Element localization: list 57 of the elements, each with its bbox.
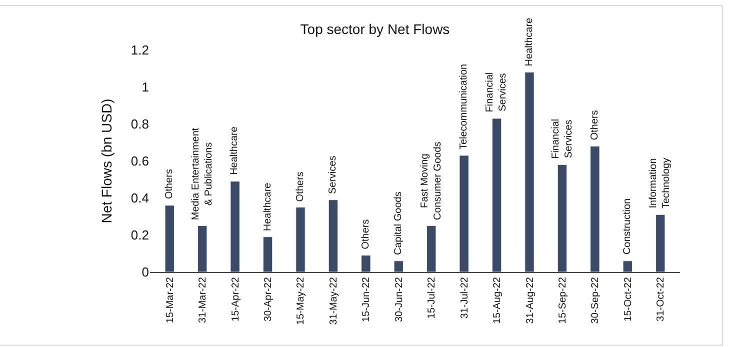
bar: [622, 260, 632, 272]
x-tick-label: 30-Sep-22: [590, 276, 602, 324]
x-tick-label: 31-Oct-22: [656, 276, 667, 322]
annotation: Others: [295, 172, 306, 202]
annotation: Fast Moving Consumer Goods: [420, 142, 444, 220]
bar: [164, 205, 174, 272]
x-tick-label: 31-Mar-22: [198, 276, 209, 324]
x-tick-label: 15-Oct-22: [622, 276, 634, 322]
x-tick-label: 30-Jun-22: [394, 276, 405, 322]
x-tick-label: 15-Jul-22: [426, 276, 438, 319]
bar: [198, 226, 208, 272]
bar: [394, 260, 404, 272]
x-tick-label: 30-Apr-22: [263, 276, 274, 322]
bar: [492, 118, 502, 272]
bar: [524, 72, 534, 272]
y-tick-label: 0.6: [130, 154, 149, 169]
x-tick-label: 15-Aug-22: [492, 276, 504, 324]
bar: [557, 164, 568, 272]
x-tick-label: 15-Sep-22: [557, 276, 568, 324]
annotation: Others: [164, 169, 176, 200]
bar: [361, 255, 371, 272]
x-tick-label: 31-Aug-22: [524, 276, 536, 324]
annotation: Media Entertainment & Publications: [190, 128, 215, 220]
y-tick-label: 0.4: [130, 190, 149, 206]
y-tick-label: 0: [142, 264, 149, 280]
annotation: Financial Services: [550, 118, 575, 159]
x-tick-label: 15-Jun-22: [361, 276, 372, 322]
annotation: Capital Goods: [393, 192, 404, 256]
bar: [426, 226, 436, 272]
annotation: Healthcare: [229, 126, 240, 175]
bar: [328, 200, 338, 272]
annotation: Healthcare: [262, 182, 274, 232]
x-tick-label: 31-Jul-22: [459, 276, 470, 319]
annotation: Construction: [622, 198, 633, 255]
y-axis-title: Net Flows (bn USD): [98, 98, 115, 224]
chart-title: Top sector by Net Flows: [300, 21, 450, 38]
x-tick-label: 15-Mar-22: [164, 276, 176, 324]
x-tick-label: 15-May-22: [296, 276, 307, 325]
annotation: Financial Services: [484, 72, 508, 112]
annotation: Healthcare: [524, 17, 535, 66]
x-tick-label: 31-May-22: [328, 276, 340, 325]
y-tick-label: 1: [142, 80, 149, 95]
annotation: Information Technology: [648, 158, 672, 209]
annotation: Others: [590, 110, 601, 140]
annotation: Services: [327, 156, 338, 194]
annotation: Others: [360, 219, 372, 250]
annotation: Telecommunication: [458, 64, 470, 150]
y-tick-label: 0.2: [130, 228, 149, 243]
y-tick-label: 0.8: [130, 116, 149, 132]
bar: [656, 214, 666, 272]
y-tick-label: 1.2: [130, 42, 149, 58]
bar: [459, 155, 469, 272]
bar: [262, 236, 273, 272]
bar: [590, 146, 600, 272]
bar: [296, 207, 306, 272]
bar: [230, 181, 240, 272]
x-tick-label: 15-Apr-22: [230, 276, 242, 322]
